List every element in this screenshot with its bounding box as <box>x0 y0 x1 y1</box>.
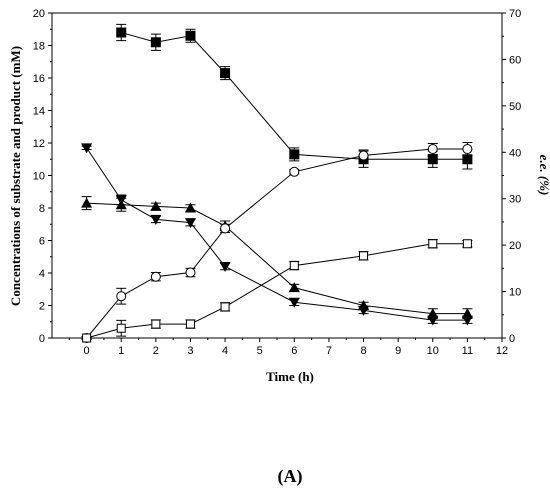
y-left-tick-label: 12 <box>33 138 45 150</box>
series-layer <box>81 23 473 343</box>
series-3 <box>81 196 473 319</box>
plot-border <box>51 12 503 339</box>
data-point <box>116 323 126 333</box>
x-tick-label: 6 <box>291 345 297 357</box>
y-left-tick-label: 14 <box>33 106 45 118</box>
data-point <box>185 267 196 278</box>
y-left-tick-label: 10 <box>33 171 45 183</box>
y-left-tick-label: 4 <box>39 268 45 280</box>
y-axis-right-title: e.e. (%) <box>537 155 550 196</box>
y-axis-left-ticks: 0 2 4 6 8 10 12 14 16 18 20 <box>33 8 52 345</box>
data-point <box>151 319 161 329</box>
series-1 <box>116 23 473 170</box>
y-left-tick-label: 18 <box>33 41 45 53</box>
y-axis-left-title: Concentrations of substrate and product … <box>8 46 23 306</box>
data-point <box>219 262 231 272</box>
data-point <box>220 302 230 312</box>
data-point <box>185 319 195 329</box>
panel-label: (A) <box>278 466 303 487</box>
data-point <box>184 202 196 213</box>
x-tick-label: 9 <box>395 345 401 357</box>
y-right-tick-label: 0 <box>509 333 515 345</box>
x-axis-title: Time (h) <box>266 369 314 384</box>
y-left-tick-label: 2 <box>39 301 45 313</box>
data-point <box>462 239 472 249</box>
y-left-tick-label: 6 <box>39 236 45 248</box>
plot-frame <box>51 12 503 339</box>
data-point <box>220 68 231 79</box>
x-axis-ticks: 0 1 2 3 4 5 6 7 8 9 10 11 12 <box>68 338 508 357</box>
data-point <box>81 143 93 154</box>
y-left-tick-label: 8 <box>39 203 45 215</box>
data-point <box>427 144 438 155</box>
x-tick-label: 1 <box>118 345 124 357</box>
x-tick-label: 3 <box>187 345 193 357</box>
y-right-tick-label: 40 <box>509 147 521 159</box>
data-point <box>462 144 473 155</box>
data-point <box>116 291 127 302</box>
data-point <box>185 30 196 41</box>
data-point <box>150 37 161 48</box>
data-point <box>116 27 127 38</box>
series-2 <box>81 143 473 326</box>
data-point <box>462 154 473 165</box>
data-point <box>288 297 300 308</box>
y-left-tick-label: 0 <box>39 333 45 345</box>
x-tick-label: 12 <box>496 345 508 357</box>
data-point <box>289 166 300 177</box>
data-point <box>428 239 438 249</box>
y-right-tick-label: 30 <box>509 194 521 206</box>
series-4 <box>81 142 473 343</box>
y-right-tick-label: 70 <box>509 8 521 20</box>
data-point <box>289 149 300 160</box>
data-point <box>461 308 473 319</box>
y-left-tick-label: 20 <box>33 8 45 20</box>
x-tick-label: 7 <box>326 345 332 357</box>
series-5 <box>81 239 473 343</box>
y-right-tick-label: 60 <box>509 54 521 66</box>
data-point <box>427 308 439 319</box>
x-tick-label: 2 <box>153 345 159 357</box>
data-point <box>150 214 162 225</box>
y-right-tick-label: 10 <box>509 287 521 299</box>
data-point <box>358 300 370 310</box>
data-point <box>150 271 161 282</box>
series-line <box>86 243 468 339</box>
y-axis-right-ticks: 0 10 20 30 40 50 60 70 <box>502 8 521 345</box>
x-tick-label: 5 <box>257 345 263 357</box>
data-point <box>220 223 231 234</box>
x-tick-label: 11 <box>462 345 473 357</box>
data-point <box>82 333 92 343</box>
data-point <box>150 200 162 211</box>
x-tick-label: 0 <box>84 345 90 357</box>
series-line <box>121 32 468 160</box>
y-left-tick-label: 16 <box>33 73 45 85</box>
x-tick-label: 10 <box>427 345 439 357</box>
data-point <box>359 251 369 261</box>
data-point <box>81 197 93 208</box>
data-point <box>115 199 127 210</box>
x-tick-label: 4 <box>222 345 228 357</box>
series-line <box>86 202 468 315</box>
data-point <box>358 150 369 161</box>
y-right-tick-label: 20 <box>509 240 521 252</box>
x-tick-label: 8 <box>360 345 366 357</box>
data-point <box>289 261 299 271</box>
y-right-tick-label: 50 <box>509 101 521 113</box>
data-point <box>288 282 300 293</box>
data-point <box>184 218 196 229</box>
series-line <box>86 147 468 321</box>
series-line <box>86 148 468 339</box>
data-point <box>427 154 438 165</box>
